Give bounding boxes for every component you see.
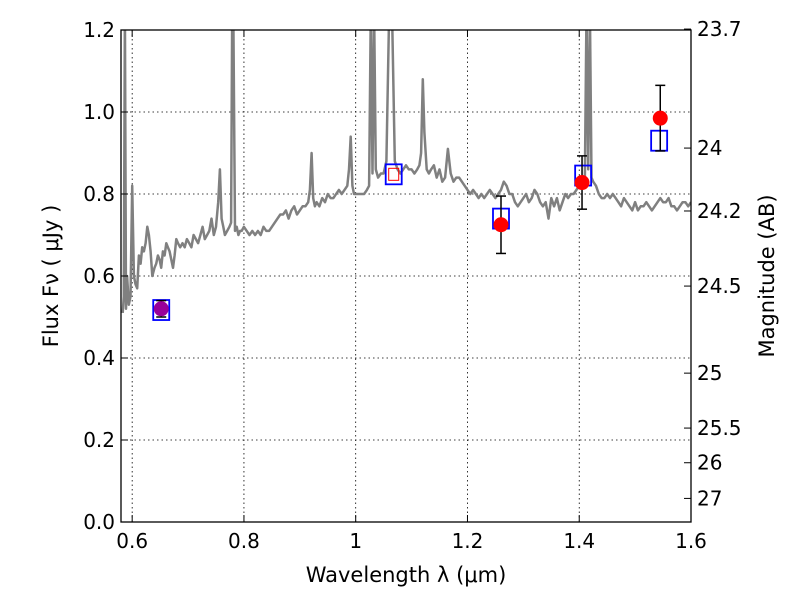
y2-tick-label: 25.5 bbox=[697, 416, 742, 440]
observed-point bbox=[493, 217, 509, 233]
y2-tick-label: 25 bbox=[697, 361, 722, 385]
y2-axis-label: Magnitude (AB) bbox=[755, 194, 779, 357]
observed-point bbox=[153, 301, 169, 317]
x-tick-label: 1.4 bbox=[563, 529, 595, 553]
y-tick-label: 1.0 bbox=[83, 100, 115, 124]
y-tick-label: 0.2 bbox=[83, 428, 115, 452]
x-axis-label: Wavelength λ (μm) bbox=[306, 563, 507, 587]
y2-tick-label: 24.2 bbox=[697, 199, 742, 223]
x-tick-label: 1.2 bbox=[452, 529, 484, 553]
tick-marks bbox=[121, 28, 692, 523]
observed-point bbox=[652, 110, 668, 126]
y-tick-label: 0.0 bbox=[83, 510, 115, 534]
model-box bbox=[384, 163, 403, 186]
y2-tick-label: 24.5 bbox=[697, 274, 742, 298]
tick-labels: 0.6 0.8 1 1.2 1.4 1.6 0.0 0.2 0.4 0.6 0.8 1.0 1.2 23.… bbox=[83, 17, 741, 553]
data-layer bbox=[121, 30, 691, 321]
y-tick-label: 0.6 bbox=[83, 264, 115, 288]
observed-point bbox=[574, 175, 590, 191]
y2-tick-label: 26 bbox=[697, 451, 722, 475]
y-axis-label: Flux Fν ( μJy ) bbox=[39, 205, 63, 348]
x-tick-label: 0.8 bbox=[228, 529, 260, 553]
x-tick-label: 0.6 bbox=[116, 529, 148, 553]
x-tick-label: 1.6 bbox=[675, 529, 707, 553]
x-tick-label: 1 bbox=[349, 529, 362, 553]
spectrum-line bbox=[121, 30, 691, 313]
y2-tick-label: 23.7 bbox=[697, 17, 742, 41]
model-inner-marker bbox=[388, 167, 400, 181]
grid-lines bbox=[121, 30, 691, 522]
y-tick-label: 0.8 bbox=[83, 182, 115, 206]
y-tick-label: 0.4 bbox=[83, 346, 115, 370]
y-tick-label: 1.2 bbox=[83, 18, 115, 42]
y2-tick-label: 27 bbox=[697, 486, 722, 510]
y2-tick-label: 24 bbox=[697, 136, 722, 160]
